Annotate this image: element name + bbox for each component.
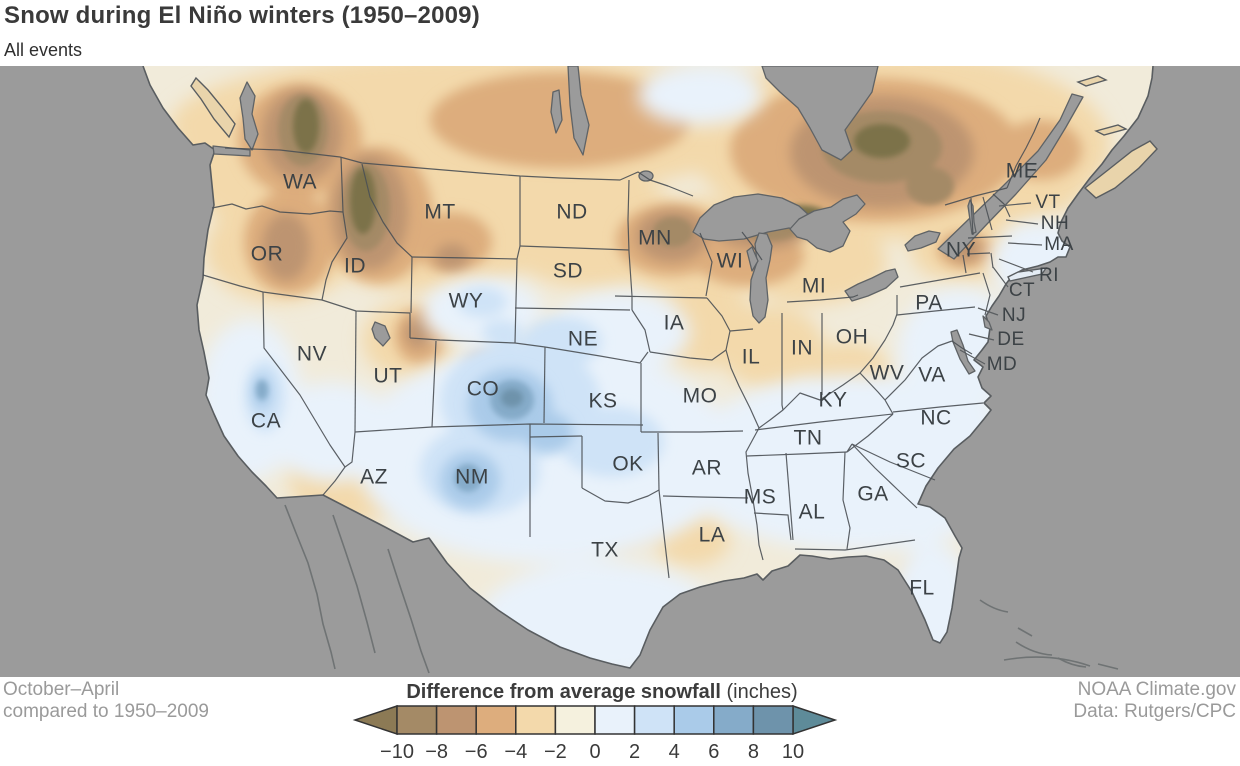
footer-period: October–April compared to 1950–2009 <box>3 679 209 723</box>
mexico-caribbean-coast <box>284 504 1119 674</box>
legend-tick: −4 <box>504 741 527 763</box>
state-label-ks: KS <box>588 390 617 413</box>
state-label-mt: MT <box>424 201 455 224</box>
footer-period-line2: compared to 1950–2009 <box>3 701 209 722</box>
us-snowfall-map: WA OR CA NV ID MT WY UT AZ NM CO ND SD NE KS OK TX MN IA MO… <box>0 65 1240 677</box>
footer-credit-line2: Data: Rutgers/CPC <box>1073 701 1236 722</box>
state-label-nc: NC <box>920 407 951 430</box>
footer-period-line1: October–April <box>3 679 120 700</box>
state-label-nv: NV <box>297 343 327 366</box>
legend-title: Difference from average snowfall (inches… <box>406 681 797 703</box>
legend-tick: −6 <box>465 741 488 763</box>
state-labels: WA OR CA NV ID MT WY UT AZ NM CO ND SD NE KS OK TX MN IA MO… <box>251 160 1074 600</box>
state-label-nh: NH <box>1041 213 1069 234</box>
state-label-co: CO <box>467 378 500 401</box>
lake-of-the-woods <box>638 170 654 182</box>
state-label-la: LA <box>699 524 726 547</box>
delaware-bay <box>982 315 993 331</box>
contour-plus-8-10 <box>501 389 523 407</box>
offshore-islands <box>190 75 1158 282</box>
state-label-ia: IA <box>664 312 685 335</box>
page-title: Snow during El Niño winters (1950–2009) <box>4 2 480 29</box>
state-label-oh: OH <box>836 326 869 349</box>
state-label-ut: UT <box>374 365 403 388</box>
legend-tick: 6 <box>708 741 719 763</box>
state-label-sd: SD <box>553 260 583 283</box>
state-label-mi: MI <box>802 275 826 298</box>
state-label-mn: MN <box>638 227 672 250</box>
legend-tick: 0 <box>589 741 600 763</box>
state-label-wy: WY <box>449 290 484 313</box>
state-label-ms: MS <box>744 486 777 509</box>
state-label-wa: WA <box>283 171 317 194</box>
footer-credit: NOAA Climate.gov Data: Rutgers/CPC <box>1073 679 1236 723</box>
state-label-or: OR <box>251 243 284 266</box>
state-label-pa: PA <box>915 292 942 315</box>
legend-color-scale <box>396 705 794 735</box>
state-label-ga: GA <box>857 483 888 506</box>
lake-winnipeg <box>567 65 590 156</box>
state-label-ar: AR <box>692 457 722 480</box>
state-label-il: IL <box>742 346 761 369</box>
state-label-ri: RI <box>1039 265 1059 286</box>
green-bay <box>746 246 759 272</box>
state-label-de: DE <box>997 329 1024 350</box>
state-label-nj: NJ <box>1002 305 1026 326</box>
state-label-ma: MA <box>1044 234 1074 255</box>
state-label-ct: CT <box>1009 280 1035 301</box>
leader-lines <box>959 202 1043 365</box>
state-label-tx: TX <box>591 539 619 562</box>
state-label-mo: MO <box>683 385 718 408</box>
lake-ontario <box>904 230 941 252</box>
state-label-ca: CA <box>251 410 281 433</box>
state-borders <box>202 117 1041 579</box>
footer-credit-line1: NOAA Climate.gov <box>1077 679 1236 700</box>
state-label-wv: WV <box>870 362 905 385</box>
state-label-nm: NM <box>455 466 489 489</box>
state-label-wi: WI <box>717 250 744 273</box>
legend-tick: −2 <box>544 741 567 763</box>
legend-tick-labels: −10 −8 −6 −4 −2 0 2 4 6 8 10 <box>380 741 804 763</box>
lake-michigan <box>749 232 773 324</box>
great-salt-lake <box>371 321 391 347</box>
coastline <box>142 65 1154 669</box>
legend-arrow-left <box>352 704 398 736</box>
state-label-fl: FL <box>909 577 935 600</box>
legend-tick: 8 <box>748 741 759 763</box>
state-label-me: ME <box>1006 160 1039 183</box>
legend-tick: 4 <box>669 741 680 763</box>
legend-arrow-right <box>792 704 838 736</box>
legend-tick: −8 <box>425 741 448 763</box>
legend-tick: −10 <box>380 741 414 763</box>
lake-huron <box>789 194 866 253</box>
legend: Difference from average snowfall (inches… <box>340 676 900 766</box>
legend-tick: 2 <box>629 741 640 763</box>
legend-tick: 10 <box>782 741 804 763</box>
state-label-nd: ND <box>556 201 587 224</box>
state-label-vt: VT <box>1035 192 1060 213</box>
page-subtitle: All events <box>4 40 83 60</box>
state-label-tn: TN <box>794 427 823 450</box>
state-label-al: AL <box>799 501 826 524</box>
state-label-ne: NE <box>568 328 598 351</box>
state-label-ny: NY <box>946 239 976 262</box>
lakes <box>212 65 1084 375</box>
james-bay <box>761 65 879 161</box>
state-label-sc: SC <box>896 450 926 473</box>
state-label-ok: OK <box>612 453 643 476</box>
puget-sound <box>239 81 259 151</box>
state-label-id: ID <box>344 255 366 278</box>
state-label-in: IN <box>791 337 813 360</box>
state-label-md: MD <box>987 354 1018 375</box>
lake-erie <box>844 268 899 302</box>
map-container: WA OR CA NV ID MT WY UT AZ NM CO ND SD NE KS OK TX MN IA MO… <box>0 65 1240 677</box>
state-label-az: AZ <box>360 466 388 489</box>
state-label-ky: KY <box>818 389 847 412</box>
state-label-va: VA <box>918 364 945 387</box>
